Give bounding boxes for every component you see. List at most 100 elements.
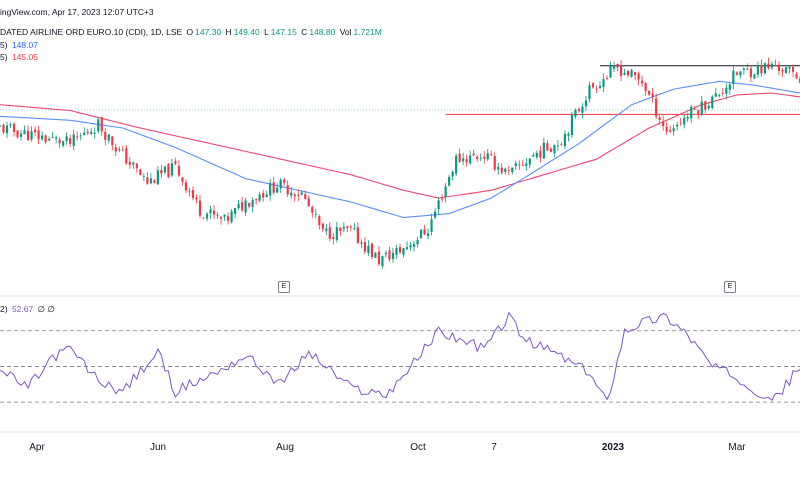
- candle-body: [784, 67, 788, 74]
- candle-body: [434, 211, 437, 218]
- candle-body: [195, 197, 198, 200]
- candle-body: [637, 73, 640, 80]
- candle-body: [135, 163, 138, 169]
- rsi-extra: ∅ ∅: [37, 304, 55, 314]
- candle-body: [30, 131, 33, 140]
- candle-body: [356, 227, 359, 243]
- candle-body: [325, 228, 328, 231]
- candle-body: [2, 124, 5, 133]
- candle-body: [219, 217, 223, 219]
- candle-body: [139, 169, 142, 175]
- candle-body: [293, 194, 296, 197]
- candle-body: [588, 85, 591, 100]
- candle-body: [198, 200, 202, 216]
- low-label: L: [264, 27, 269, 37]
- candle-body: [602, 79, 605, 88]
- candle-body: [391, 252, 395, 260]
- candle-body: [476, 156, 479, 159]
- candle-body: [314, 213, 317, 215]
- candle-body: [700, 101, 703, 115]
- candle-body: [595, 88, 598, 90]
- candle-body: [662, 121, 665, 127]
- candle-body: [83, 132, 86, 136]
- candle-body: [234, 208, 237, 214]
- candle-body: [0, 125, 2, 127]
- candle-body: [546, 143, 549, 151]
- candle-body: [676, 124, 679, 127]
- candle-body: [156, 170, 159, 185]
- candle-body: [490, 154, 493, 155]
- candle-body: [795, 73, 798, 79]
- candle-body: [763, 63, 766, 74]
- candle-body: [458, 153, 461, 163]
- candle-body: [626, 70, 630, 76]
- x-tick-label: 7: [491, 442, 497, 453]
- candle-body: [497, 166, 500, 170]
- candle-body: [41, 135, 44, 140]
- candle-body: [374, 252, 377, 258]
- candle-body: [479, 158, 482, 160]
- candle-body: [798, 78, 800, 83]
- candle-body: [686, 117, 689, 119]
- candle-body: [718, 95, 721, 96]
- candle-body: [742, 68, 745, 70]
- candle-body: [549, 148, 552, 152]
- candle-body: [725, 87, 728, 94]
- candle-body: [781, 69, 784, 72]
- candle-body: [181, 177, 184, 182]
- candle-body: [132, 162, 135, 165]
- candle-body: [448, 176, 451, 186]
- candle-body: [48, 138, 51, 141]
- candle-body: [441, 198, 444, 200]
- candle-body: [483, 156, 486, 159]
- candle-body: [230, 211, 233, 223]
- candle-body: [430, 219, 433, 232]
- candle-body: [205, 213, 209, 219]
- candle-body: [12, 123, 16, 132]
- candle-body: [756, 65, 759, 75]
- candles-group: [0, 57, 800, 269]
- candle-body: [262, 192, 265, 198]
- candle-body: [511, 167, 514, 173]
- candle-body: [279, 179, 282, 189]
- candle-body: [300, 192, 303, 195]
- candle-body: [23, 130, 26, 135]
- candle-body: [65, 136, 68, 142]
- candle-body: [174, 161, 177, 164]
- candle-body: [5, 125, 9, 134]
- low-value: 147.15: [270, 27, 297, 37]
- candle-body: [55, 137, 58, 139]
- candle-body: [437, 200, 440, 210]
- candle-body: [697, 110, 700, 114]
- candle-body: [619, 65, 623, 77]
- candle-body: [623, 72, 626, 76]
- candle-body: [377, 251, 381, 265]
- rsi-line: [0, 311, 800, 402]
- candle-body: [90, 131, 93, 134]
- candle-body: [770, 63, 774, 68]
- candle-body: [170, 163, 174, 176]
- candle-body: [574, 110, 577, 117]
- earnings-badge[interactable]: E: [724, 281, 736, 293]
- candle-body: [634, 72, 637, 76]
- candle-body: [707, 105, 710, 109]
- candle-body: [774, 65, 777, 67]
- candle-body: [732, 70, 735, 84]
- candle-body: [721, 93, 724, 94]
- candle-body: [465, 159, 468, 163]
- earnings-badge[interactable]: E: [278, 281, 290, 293]
- candle-body: [651, 93, 654, 97]
- candle-body: [532, 154, 535, 157]
- candle-body: [746, 68, 749, 70]
- candle-body: [241, 202, 244, 211]
- candle-body: [153, 180, 156, 184]
- candle-body: [353, 228, 356, 230]
- candle-body: [321, 223, 324, 229]
- candle-body: [493, 155, 496, 170]
- volume-value: 1.721M: [353, 27, 382, 37]
- candle-body: [528, 158, 531, 165]
- candle-body: [114, 147, 117, 152]
- candle-body: [276, 187, 279, 193]
- candle-body: [704, 101, 707, 110]
